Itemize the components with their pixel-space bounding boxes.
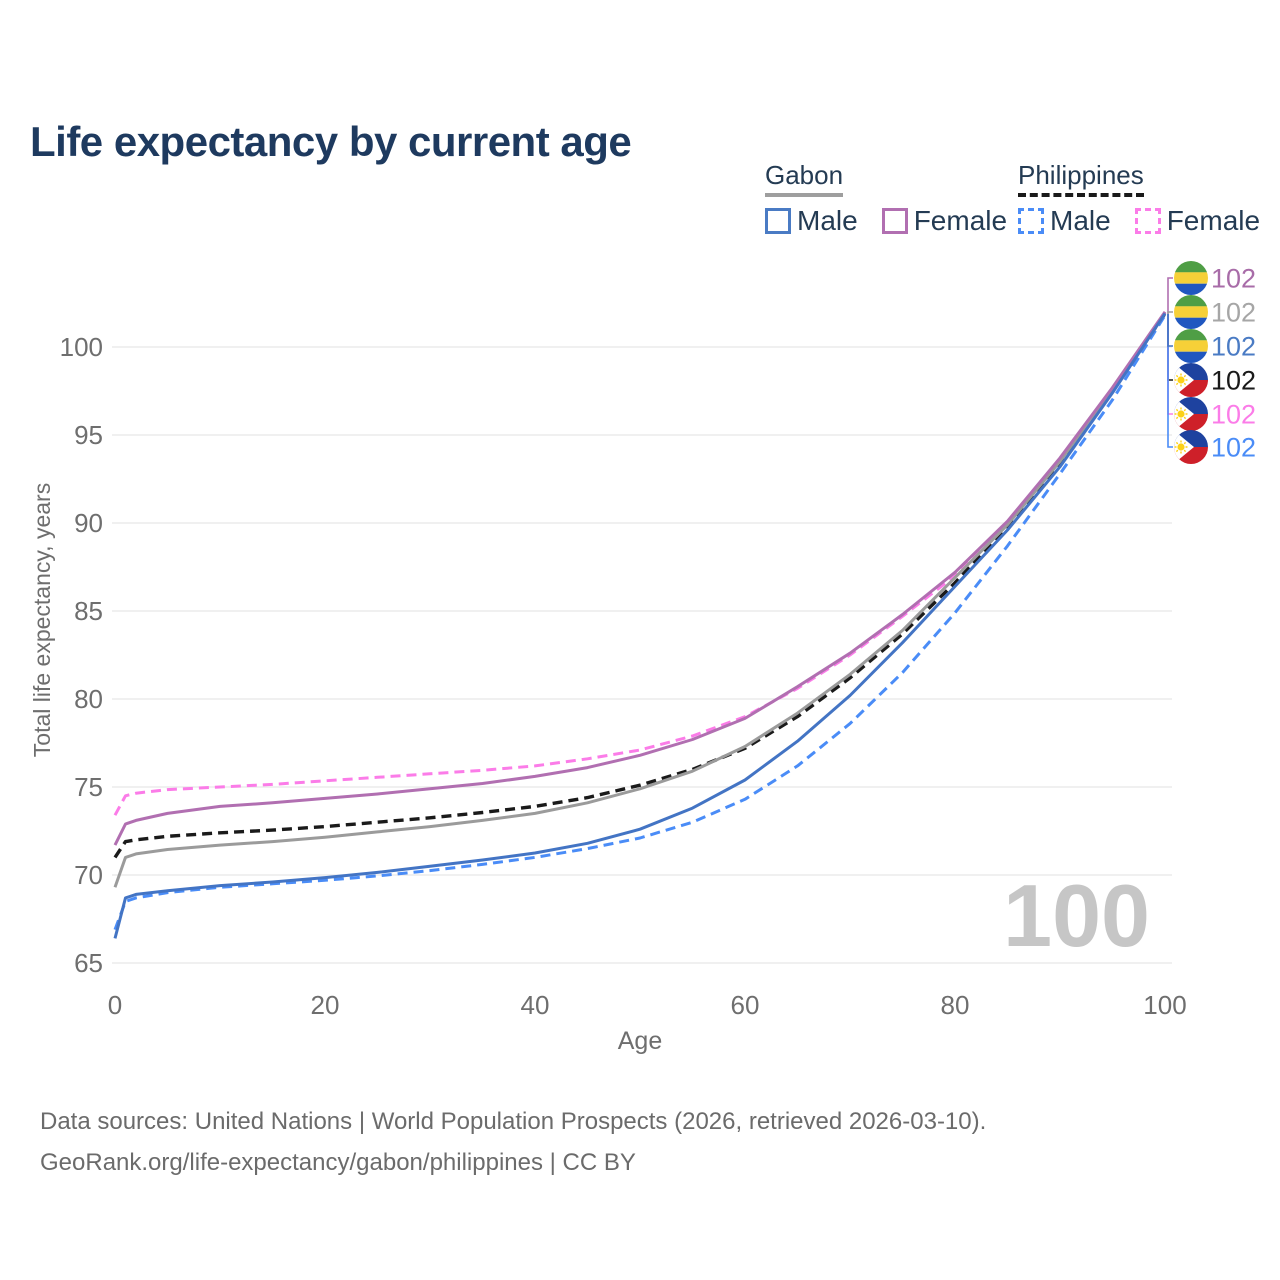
flag-icon-philippines <box>1174 363 1208 397</box>
legend-group-gabon: Gabon Male Female <box>765 160 1007 237</box>
x-axis-title: Age <box>618 1027 662 1055</box>
y-tick-label: 85 <box>74 596 103 626</box>
leader-line <box>1167 314 1173 347</box>
y-axis-title: Total life expectancy, years <box>29 483 55 757</box>
legend-label: Female <box>913 205 1008 236</box>
data-sources-text: Data sources: United Nations | World Pop… <box>40 1108 987 1135</box>
legend-item-philippines-female[interactable]: Female <box>1134 205 1261 237</box>
x-tick-label: 100 <box>1143 990 1186 1020</box>
series-line-philippines-both-sexes <box>113 312 1167 859</box>
x-tick-label: 60 <box>731 990 760 1020</box>
legend-header-gabon[interactable]: Gabon <box>765 160 844 197</box>
legend-item-philippines-male[interactable]: Male <box>1018 205 1111 237</box>
y-tick-label: 70 <box>74 860 103 890</box>
flag-icon-gabon <box>1174 295 1208 329</box>
series-line-gabon-female <box>113 310 1167 846</box>
philippines-female-swatch-icon <box>1134 208 1161 234</box>
leader-line <box>1167 311 1173 314</box>
legend-label: Male <box>1050 205 1111 236</box>
series-line-gabon-male <box>113 312 1167 939</box>
end-value-label: 102 <box>1211 298 1256 328</box>
series-line-philippines-male <box>113 314 1167 931</box>
x-tick-label: 40 <box>521 990 550 1020</box>
series-line-philippines-female <box>113 311 1167 816</box>
gabon-female-swatch-icon <box>881 208 908 234</box>
y-tick-label: 90 <box>74 508 103 538</box>
legend-item-gabon-female[interactable]: Female <box>881 205 1008 237</box>
page-title: Life expectancy by current age <box>30 118 632 166</box>
end-value-label: 102 <box>1211 433 1256 463</box>
age-indicator-watermark: 100 <box>1003 866 1150 965</box>
philippines-male-swatch-icon <box>1018 208 1044 234</box>
leader-line <box>1167 277 1173 314</box>
legend-header-philippines[interactable]: Philippines <box>1018 160 1144 197</box>
end-value-label: 102 <box>1211 366 1256 396</box>
flag-icon-philippines <box>1174 397 1208 431</box>
y-tick-label: 95 <box>74 420 103 450</box>
y-tick-label: 80 <box>74 684 103 714</box>
leader-line <box>1167 314 1173 448</box>
flag-icon-philippines <box>1174 430 1208 464</box>
legend-item-gabon-male[interactable]: Male <box>765 205 858 237</box>
x-tick-label: 0 <box>108 990 122 1020</box>
series-line-gabon-both-sexes <box>113 311 1167 888</box>
legend-group-philippines: Philippines Male Female <box>1018 160 1260 237</box>
y-tick-label: 75 <box>74 772 103 802</box>
legend-label: Male <box>797 205 858 236</box>
gabon-male-swatch-icon <box>765 208 791 234</box>
flag-icon-gabon <box>1174 329 1208 363</box>
flag-icon-gabon <box>1174 261 1208 295</box>
legend-label: Female <box>1166 205 1261 236</box>
attribution-text: GeoRank.org/life-expectancy/gabon/philip… <box>40 1149 636 1176</box>
end-value-label: 102 <box>1211 332 1256 362</box>
end-value-label: 102 <box>1211 264 1256 294</box>
x-tick-label: 20 <box>311 990 340 1020</box>
y-tick-label: 65 <box>74 948 103 978</box>
end-value-label: 102 <box>1211 400 1256 430</box>
y-tick-label: 100 <box>60 332 103 362</box>
x-tick-label: 80 <box>941 990 970 1020</box>
